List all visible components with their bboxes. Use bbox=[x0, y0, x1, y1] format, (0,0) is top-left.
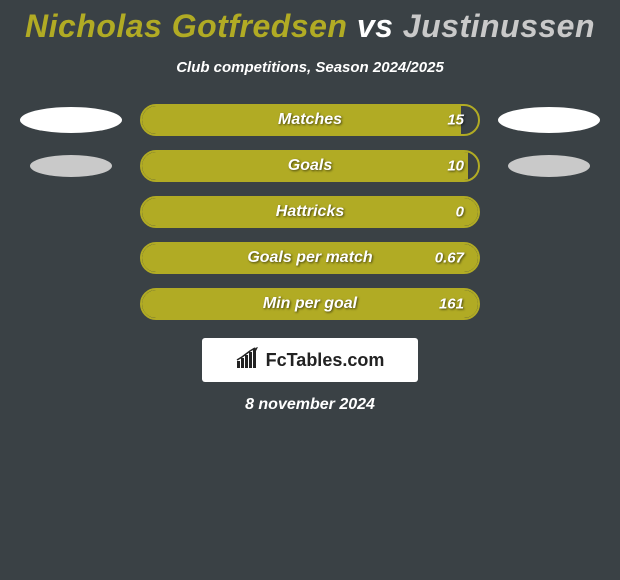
stat-value: 161 bbox=[439, 296, 464, 313]
stat-value: 15 bbox=[447, 112, 464, 129]
stat-value: 10 bbox=[447, 158, 464, 175]
player1-ellipse-large bbox=[20, 107, 122, 133]
stat-label: Min per goal bbox=[263, 295, 357, 313]
stat-row: Hattricks 0 bbox=[0, 196, 620, 228]
player2-ellipse-small bbox=[508, 155, 590, 177]
player1-name: Nicholas Gotfredsen bbox=[25, 8, 347, 44]
stat-value: 0.67 bbox=[435, 250, 464, 267]
logo-text: FcTables.com bbox=[266, 350, 385, 371]
stat-label: Matches bbox=[278, 111, 342, 129]
stat-row: Goals per match 0.67 bbox=[0, 242, 620, 274]
chart-icon bbox=[236, 347, 262, 374]
stat-bar: Goals 10 bbox=[140, 150, 480, 182]
stat-label: Hattricks bbox=[276, 203, 344, 221]
stat-value: 0 bbox=[456, 204, 464, 221]
subtitle: Club competitions, Season 2024/2025 bbox=[0, 59, 620, 76]
stat-bar: Hattricks 0 bbox=[140, 196, 480, 228]
stats-rows: Matches 15 Goals 10 Hattricks 0 Goals per matc… bbox=[0, 104, 620, 320]
stat-label: Goals per match bbox=[247, 249, 372, 267]
stat-row: Min per goal 161 bbox=[0, 288, 620, 320]
main-title: Nicholas Gotfredsen vs Justinussen bbox=[0, 8, 620, 45]
stat-bar: Goals per match 0.67 bbox=[140, 242, 480, 274]
player2-name: Justinussen bbox=[403, 8, 595, 44]
stat-label: Goals bbox=[288, 157, 332, 175]
title-vs: vs bbox=[357, 8, 394, 44]
stat-bar: Min per goal 161 bbox=[140, 288, 480, 320]
comparison-infographic: Nicholas Gotfredsen vs Justinussen Club … bbox=[0, 0, 620, 414]
stat-row: Matches 15 bbox=[0, 104, 620, 136]
date-text: 8 november 2024 bbox=[0, 396, 620, 414]
logo-box: FcTables.com bbox=[202, 338, 418, 382]
stat-row: Goals 10 bbox=[0, 150, 620, 182]
player2-ellipse-large bbox=[498, 107, 600, 133]
stat-bar: Matches 15 bbox=[140, 104, 480, 136]
player1-ellipse-small bbox=[30, 155, 112, 177]
